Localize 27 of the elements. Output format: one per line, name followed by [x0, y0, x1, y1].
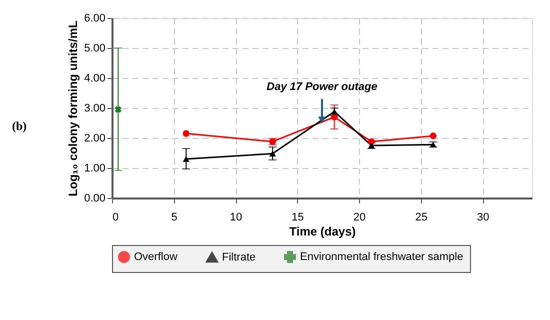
point	[182, 130, 190, 137]
x-tick-label: 20	[353, 212, 366, 224]
y-tick-label: 2.00	[84, 132, 106, 144]
point	[182, 156, 190, 162]
y-tick-label: 3.00	[84, 102, 106, 114]
y-tick-label: 4.00	[84, 72, 106, 84]
point	[269, 150, 276, 157]
x-tick-label: 30	[476, 212, 490, 224]
legend-label: Filtrate	[222, 251, 256, 264]
x-tick-label: 25	[415, 212, 428, 224]
point	[430, 132, 437, 140]
y-tick-label: 5.00	[84, 42, 106, 54]
y-axis-title: Log₁₀ colony forming units/mL	[66, 20, 80, 196]
text: (b)	[12, 119, 27, 133]
y-tick-label: 0.00	[84, 192, 106, 204]
x-tick-label: 10	[230, 212, 242, 224]
annotation: Day 17 Power outage	[266, 81, 378, 93]
x-tick-label: 15	[292, 212, 304, 224]
y-tick-label: 6.00	[84, 12, 106, 24]
x-tick-label: 5	[171, 212, 178, 224]
point	[114, 106, 122, 113]
x-axis-title: Time (days)	[289, 224, 356, 238]
legend-label: Environmental freshwater sample	[300, 251, 464, 263]
y-tick-label: 1.00	[84, 162, 106, 174]
x-tick-label: 0	[112, 212, 119, 224]
point	[331, 114, 338, 120]
legend-label: Overflow	[134, 251, 178, 263]
